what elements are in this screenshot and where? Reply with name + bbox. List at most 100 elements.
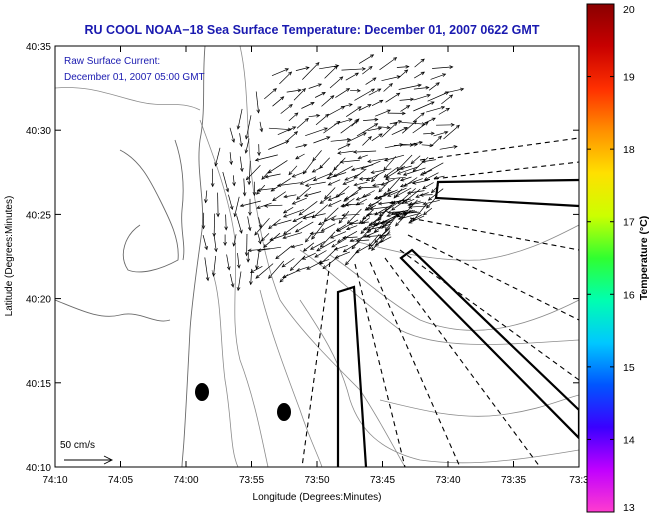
current-vector [319,64,340,70]
y-axis: 40:10 40:15 40:20 40:25 40:30 40:35 [26,42,579,474]
current-vector [424,117,436,124]
current-vector [272,96,285,107]
y-tick-label: 40:30 [26,126,51,137]
current-vector [254,154,278,162]
current-vector [327,179,341,186]
current-vector [202,235,208,251]
current-vector [226,254,231,271]
current-vector [356,123,379,137]
current-vector [397,188,416,205]
current-vector [367,157,389,164]
current-vector [422,207,433,216]
current-vector [391,127,408,136]
current-vector [383,156,397,171]
current-vector [312,172,332,182]
current-vector [281,258,295,268]
current-vector [379,232,391,239]
current-vector [348,221,369,226]
current-vector [311,204,329,219]
current-vector [295,143,308,148]
current-vector [421,159,436,164]
plot-background [55,46,579,467]
current-vector [367,220,381,234]
coastline [55,46,206,467]
colorbar-ticks: 13 14 15 16 17 18 19 20 [587,3,635,514]
current-vector [371,99,384,107]
radar-line [384,257,541,467]
current-vector [296,266,309,272]
current-vector [291,170,307,178]
current-vector [362,136,372,146]
radar-line [424,161,579,181]
current-vector [308,83,323,89]
current-vector [399,97,415,102]
current-vector [365,77,377,85]
current-vector [410,155,421,165]
current-vector [383,83,393,92]
y-tick-label: 40:15 [26,379,51,390]
colorbar-tick-label: 14 [623,434,635,446]
current-vector [272,191,287,202]
current-vector [433,130,449,137]
current-vector [402,167,426,176]
current-vector [423,172,439,181]
current-vector [414,58,425,68]
current-vector [315,113,330,126]
x-axis: 74:10 74:05 74:00 73:55 73:50 73:45 73:40 73:35… [42,46,589,486]
current-vector [268,218,281,230]
current-vector [223,234,227,247]
current-vector [384,154,405,162]
current-vector [236,271,242,292]
current-vector [341,198,355,208]
current-vector [413,101,435,112]
current-vector [357,154,368,160]
colorbar-tick-label: 15 [623,362,635,374]
current-vector [352,150,377,154]
current-vector [365,170,385,181]
current-vector [214,147,221,167]
current-vector [256,184,266,195]
current-vector [326,172,347,180]
current-vector [270,178,291,192]
current-vector [340,103,353,108]
current-vector [441,94,454,105]
current-vector [387,111,406,116]
current-vector [358,54,375,64]
current-vector [247,248,271,253]
current-vector [264,88,277,100]
current-vector [204,190,208,204]
contour-line [329,254,579,331]
map-plot-area [54,45,580,468]
current-vector [341,67,366,71]
current-vector [408,205,430,209]
current-vector [282,220,303,235]
current-vector [401,120,418,134]
current-vector [302,160,314,175]
current-vector [344,247,361,266]
wedge-outline [434,178,579,208]
y-tick-label: 40:35 [26,42,51,53]
current-vector [244,138,250,154]
current-vector [229,274,235,288]
current-vector [345,72,359,81]
current-vector [292,211,315,222]
current-vector [311,222,325,240]
colorbar-tick-label: 17 [623,217,635,229]
scale-label: 50 cm/s [60,440,95,451]
radar-line [407,234,579,321]
current-vector [436,122,455,127]
current-vector [268,260,285,279]
current-vector [368,233,380,247]
current-vector [295,153,305,160]
current-vector [384,200,402,213]
current-vector [289,255,306,271]
current-vector [312,150,322,162]
current-vector [400,105,411,112]
current-vector [277,126,297,136]
current-vector [433,175,445,180]
current-vector [414,71,425,79]
current-vector [301,102,315,109]
current-vector [337,143,351,150]
current-vector [305,232,314,243]
